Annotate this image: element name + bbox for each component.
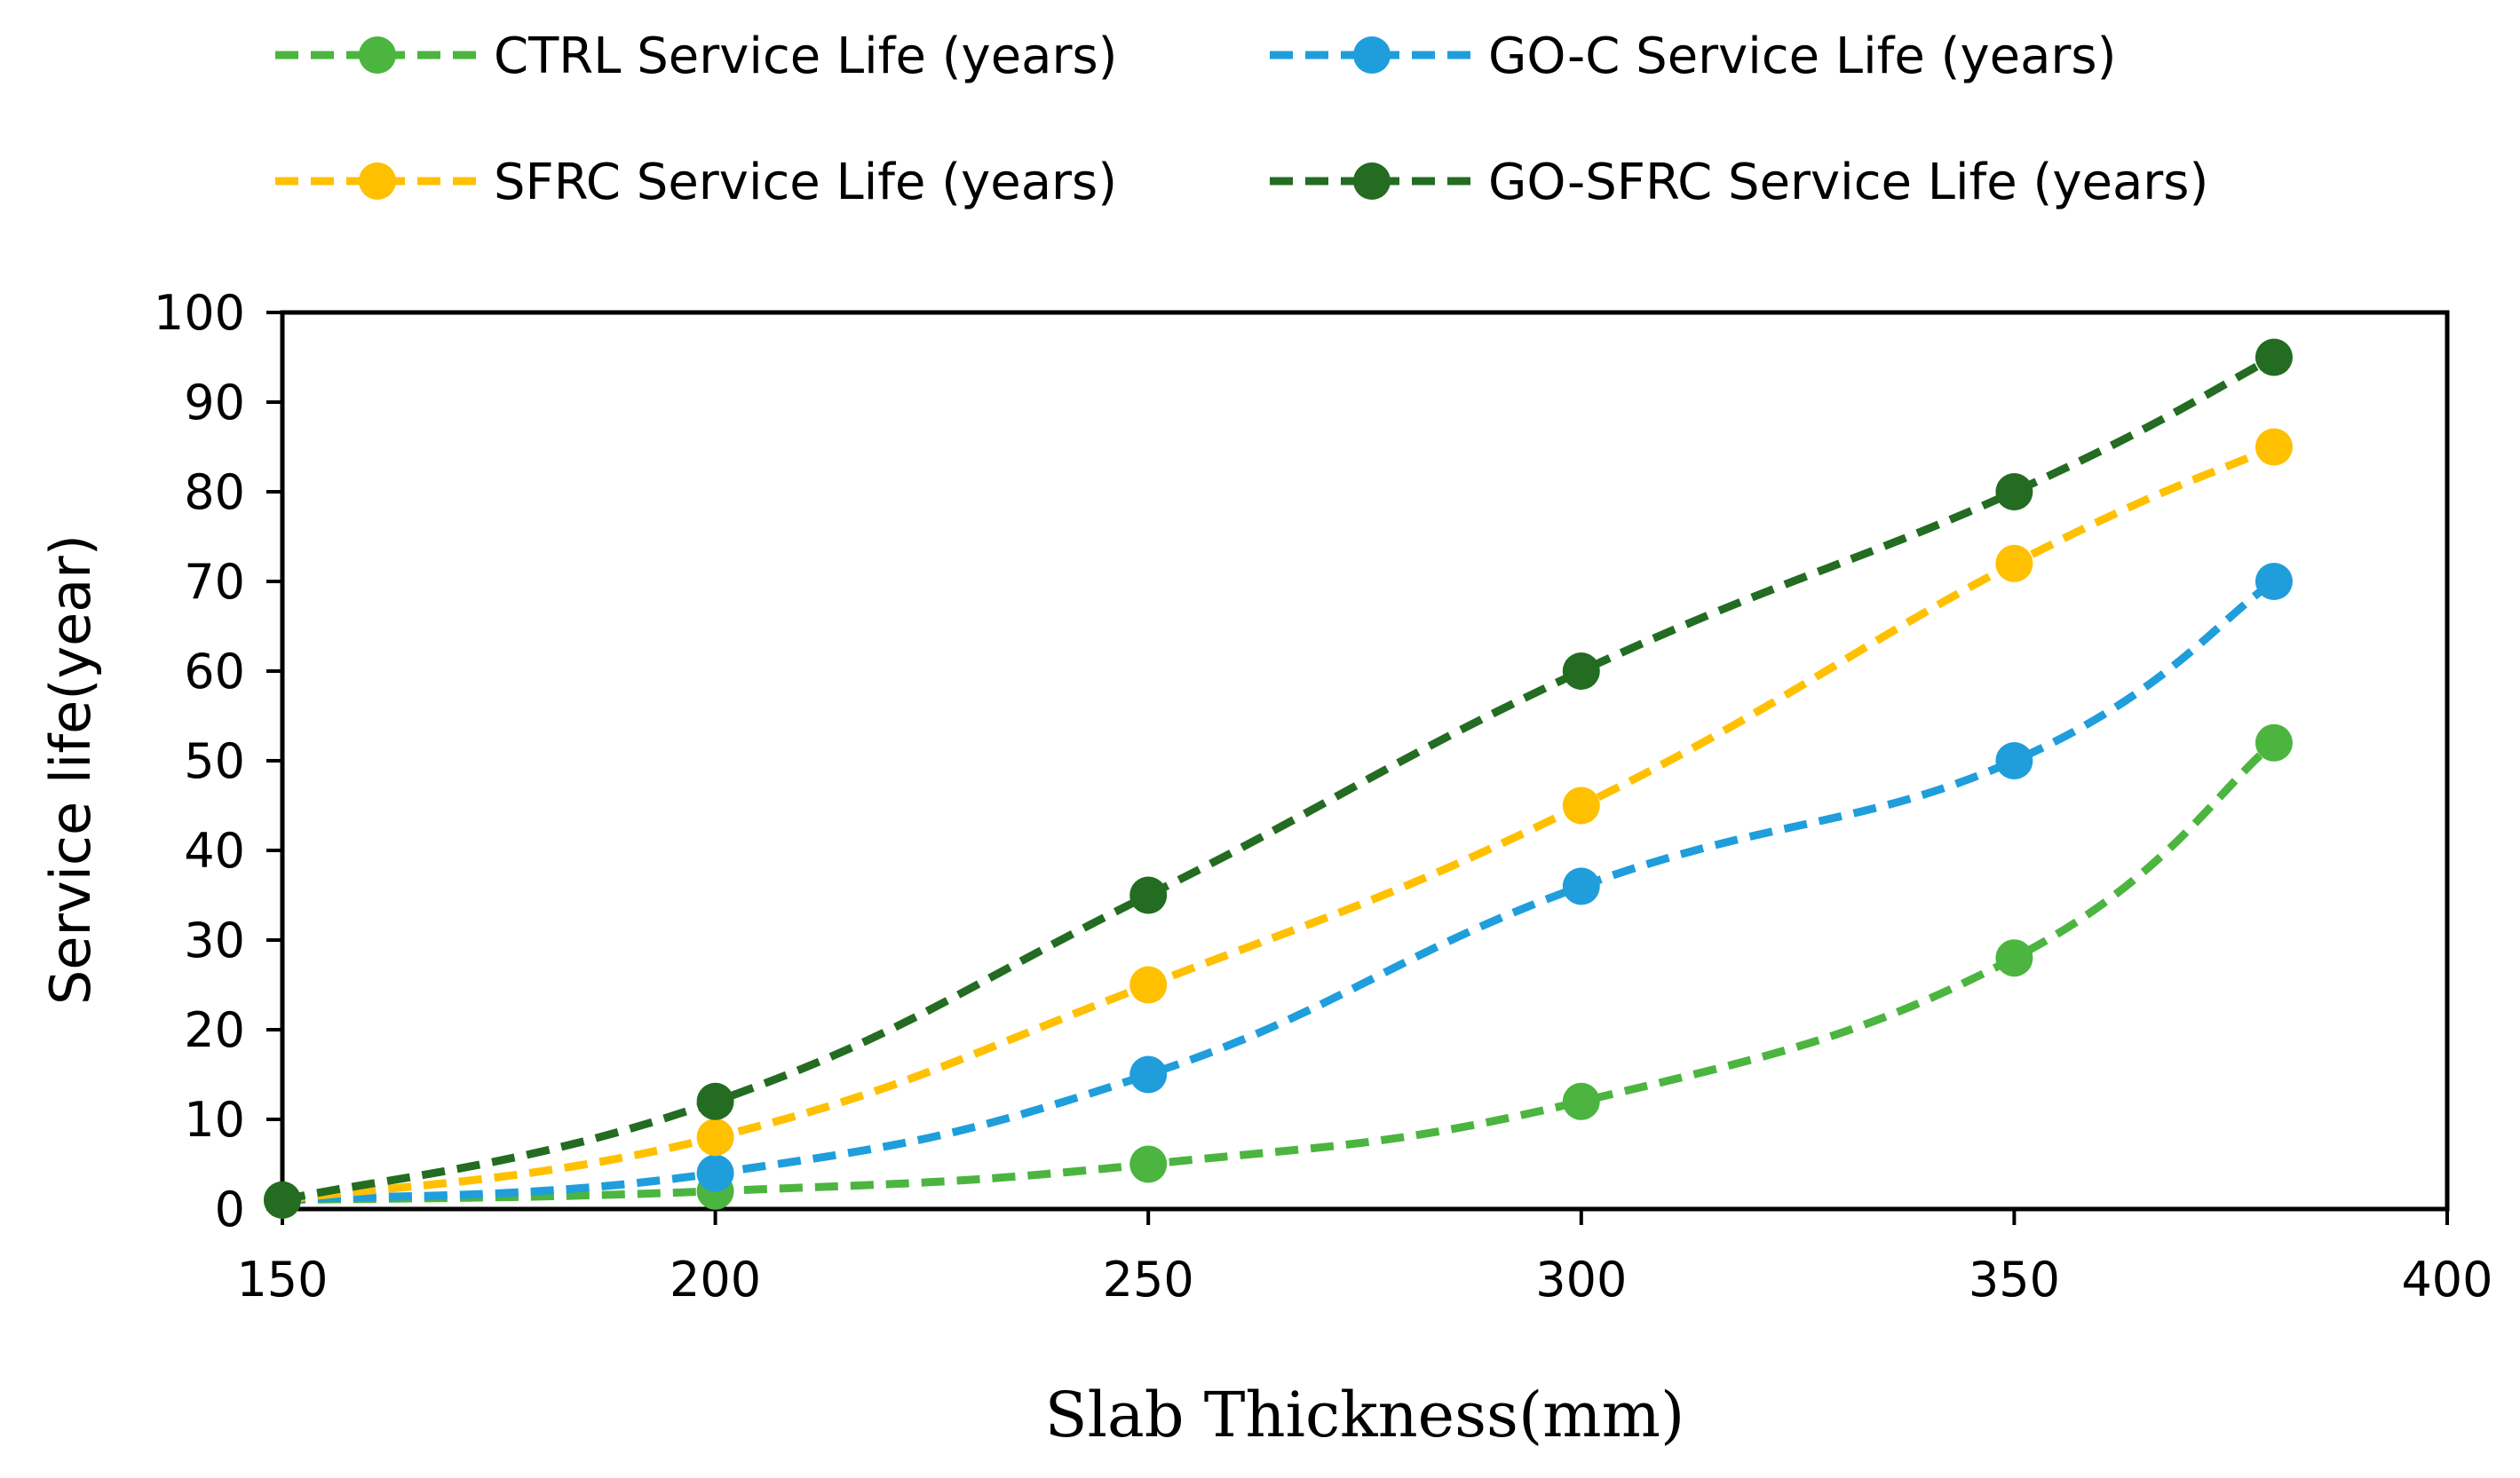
legend-item-go-c: GO-C Service Life (years) (1270, 28, 2116, 85)
legend-item-ctrl: CTRL Service Life (years) (275, 28, 1118, 85)
legend-swatch-marker (1353, 162, 1391, 200)
x-axis-ticks: 150 200 250 300 350 400 (236, 1209, 2493, 1308)
data-point-go-sfrc (2255, 338, 2293, 376)
data-point-go-sfrc (1129, 876, 1168, 914)
data-point-sfrc (2255, 428, 2293, 466)
y-axis-ticks: 0 10 20 30 40 50 60 70 80 90 100 (154, 285, 282, 1237)
y-tick-label: 50 (184, 733, 245, 789)
y-tick-label: 10 (184, 1092, 245, 1148)
x-tick-label: 300 (1535, 1252, 1627, 1308)
series-line-sfrc (281, 443, 2276, 1205)
series-go-sfrc (264, 338, 2293, 1219)
legend-swatch-marker (359, 162, 396, 200)
x-tick-label: 150 (236, 1252, 328, 1308)
y-axis-title: Service life(year) (38, 534, 103, 1005)
x-axis-title: Slab Thickness(mm) (1045, 1379, 1685, 1451)
x-tick-label: 350 (1969, 1252, 2060, 1308)
x-tick-label: 400 (2401, 1252, 2492, 1308)
data-point-go-c (1995, 742, 2033, 779)
data-point-go-sfrc (696, 1082, 734, 1120)
series-go-c (264, 563, 2293, 1219)
data-point-go-c (1129, 1055, 1168, 1094)
series-line-go-sfrc (281, 353, 2277, 1205)
legend-swatch-marker (1353, 36, 1391, 74)
series-layer (264, 338, 2293, 1219)
data-point-ctrl (1562, 1082, 1600, 1120)
y-tick-label: 100 (154, 285, 245, 341)
data-point-go-sfrc (264, 1181, 301, 1219)
y-tick-label: 60 (184, 644, 245, 699)
data-point-sfrc (1562, 786, 1600, 825)
data-point-sfrc (696, 1118, 734, 1157)
data-point-go-c (696, 1154, 734, 1192)
series-line-go-c (281, 578, 2277, 1205)
legend-item-sfrc: SFRC Service Life (years) (275, 154, 1117, 211)
legend-item-go-sfrc: GO-SFRC Service Life (years) (1270, 154, 2208, 211)
y-tick-label: 80 (184, 464, 245, 520)
y-tick-label: 20 (184, 1002, 245, 1058)
data-point-go-c (1562, 867, 1600, 905)
data-point-go-sfrc (1995, 473, 2033, 510)
data-point-sfrc (1995, 544, 2033, 582)
x-tick-label: 250 (1103, 1252, 1194, 1308)
legend-label: SFRC Service Life (years) (494, 154, 1117, 211)
legend-label: CTRL Service Life (years) (494, 28, 1118, 85)
y-tick-label: 0 (215, 1182, 245, 1237)
y-tick-label: 30 (184, 913, 245, 968)
legend-label: GO-C Service Life (years) (1488, 28, 2116, 85)
plot-area (280, 310, 2450, 1212)
data-point-ctrl (2255, 723, 2293, 762)
x-tick-label: 200 (670, 1252, 761, 1308)
data-point-ctrl (1129, 1145, 1168, 1183)
y-tick-label: 70 (184, 554, 245, 610)
data-point-sfrc (1129, 966, 1168, 1004)
data-point-ctrl (1995, 939, 2033, 977)
legend-swatch-marker (359, 36, 396, 74)
legend-label: GO-SFRC Service Life (years) (1488, 154, 2208, 211)
legend: CTRL Service Life (years) GO-C Service Li… (275, 28, 2208, 211)
y-tick-label: 90 (184, 375, 245, 431)
series-sfrc (264, 428, 2293, 1219)
series-line-ctrl (281, 739, 2277, 1205)
data-point-go-sfrc (1562, 652, 1600, 690)
data-point-go-c (2255, 563, 2293, 600)
y-tick-label: 40 (184, 823, 245, 879)
